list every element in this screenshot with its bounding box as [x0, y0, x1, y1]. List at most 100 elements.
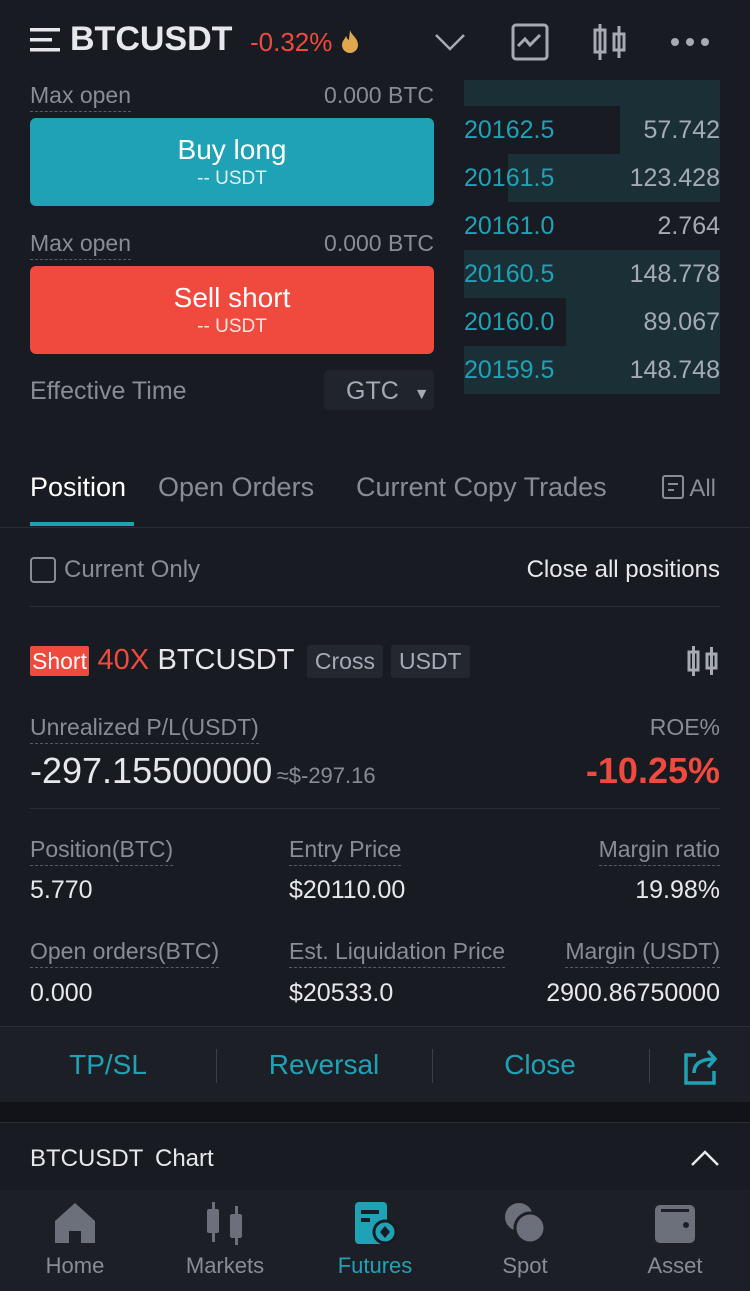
position-symbol: BTCUSDT [157, 644, 295, 676]
order-book-row[interactable]: 20161.5 123.428 [464, 154, 720, 202]
close-button[interactable]: Close [504, 1049, 576, 1080]
order-qty: 148.748 [629, 356, 720, 384]
margin-asset-badge: USDT [390, 645, 470, 678]
list-icon [662, 475, 684, 499]
sell-short-button[interactable]: Sell short -- USDT [30, 266, 434, 354]
futures-icon [355, 1202, 397, 1245]
max-open-value-sell: 0.000 BTC [324, 230, 434, 256]
sell-short-amount: -- USDT [197, 316, 267, 337]
field-label: Margin (USDT) [565, 938, 720, 968]
field-value: 0.000 [30, 979, 93, 1007]
chart-icon[interactable] [510, 22, 550, 62]
header: BTCUSDT -0.32% [0, 0, 750, 80]
depth-bar [507, 154, 720, 202]
field-label: Est. Liquidation Price [289, 938, 506, 968]
share-icon[interactable] [682, 1047, 718, 1085]
home-icon [55, 1203, 95, 1243]
tab-open-orders[interactable]: Open Orders [158, 472, 315, 502]
nav-markets[interactable]: Markets [150, 1195, 300, 1279]
nav-label: Futures [337, 1253, 413, 1278]
candlestick-icon [207, 1202, 242, 1245]
symbol-title[interactable]: BTCUSDT [70, 20, 233, 58]
buy-long-label: Buy long [177, 134, 287, 165]
depth-bar [566, 298, 720, 346]
leverage: 40X [97, 644, 150, 676]
order-price: 20161.0 [464, 212, 555, 240]
divider [30, 606, 720, 607]
close-all-positions-button[interactable]: Close all positions [526, 556, 720, 583]
sell-short-label: Sell short [173, 282, 291, 313]
order-price: 20159.5 [464, 356, 555, 384]
order-book-row[interactable]: 20160.5 148.778 [464, 250, 720, 298]
field-label: Margin ratio [598, 836, 720, 866]
order-qty: 2.764 [657, 212, 720, 240]
nav-label: Spot [502, 1253, 548, 1278]
effective-time-select[interactable]: GTC ▼ [324, 370, 434, 410]
depth-bar [464, 346, 720, 394]
divider [216, 1049, 217, 1083]
chart-bar[interactable]: BTCUSDT Chart [0, 1122, 750, 1190]
order-book-clipped-row [464, 80, 720, 106]
candlestick-icon[interactable] [592, 22, 628, 62]
divider [30, 808, 720, 809]
roe-label: ROE% [649, 714, 720, 740]
buy-long-button[interactable]: Buy long -- USDT [30, 118, 434, 206]
max-open-label-buy: Max open [30, 82, 132, 112]
chevron-up-icon[interactable] [690, 1149, 720, 1167]
side-badge: Short [30, 646, 89, 676]
nav-spot[interactable]: Spot [450, 1195, 600, 1279]
effective-time-value: GTC [346, 377, 399, 405]
field-label: Entry Price [289, 836, 402, 866]
nav-label: Markets [185, 1253, 265, 1278]
upl-approx: ≈$-297.16 [276, 763, 376, 788]
upl-value: -297.15500000 ≈$-297.16 [30, 750, 376, 792]
order-price: 20161.5 [464, 164, 555, 192]
tab-active-indicator [30, 522, 134, 526]
field-value: 19.98% [635, 876, 720, 904]
more-icon[interactable] [670, 36, 710, 48]
menu-icon[interactable] [30, 28, 62, 52]
price-change: -0.32% [250, 27, 333, 57]
candlestick-icon[interactable] [686, 644, 720, 678]
wallet-icon [655, 1205, 695, 1243]
nav-home[interactable]: Home [0, 1195, 150, 1279]
upl-label: Unrealized P/L(USDT) [30, 714, 259, 744]
checkbox-icon [30, 557, 56, 583]
order-book-row[interactable]: 20162.5 57.742 [464, 106, 720, 154]
all-button[interactable]: All [662, 475, 716, 503]
field-value: $20110.00 [289, 876, 406, 904]
order-qty: 123.428 [629, 164, 720, 192]
divider [0, 527, 750, 528]
roe-value: -10.25% [585, 750, 720, 791]
nav-futures[interactable]: Futures [300, 1195, 450, 1279]
nav-label: Asset [647, 1253, 703, 1278]
chevron-down-icon[interactable] [434, 32, 466, 52]
current-only-label: Current Only [64, 556, 201, 583]
max-open-label-sell: Max open [30, 230, 132, 260]
order-qty: 89.067 [643, 308, 720, 336]
order-book-row[interactable]: 20161.0 2.764 [464, 202, 720, 250]
nav-asset[interactable]: Asset [600, 1195, 750, 1279]
order-qty: 148.778 [629, 260, 720, 288]
section-gap [0, 1102, 750, 1122]
tp-sl-button[interactable]: TP/SL [69, 1049, 147, 1080]
field-value: 5.770 [30, 876, 93, 904]
order-book-row[interactable]: 20159.5 148.748 [464, 346, 720, 394]
order-price: 20162.5 [464, 116, 555, 144]
tab-position[interactable]: Position [30, 472, 127, 502]
tab-copy-trades[interactable]: Current Copy Trades [356, 472, 607, 502]
order-book-row[interactable]: 20160.0 89.067 [464, 298, 720, 346]
chart-label: Chart [155, 1145, 214, 1172]
upl-amount: -297.15500000 [30, 750, 273, 791]
depth-bar [620, 106, 720, 154]
field-label: Position(BTC) [30, 836, 174, 866]
actions-bar: TP/SL Reversal Close [0, 1026, 750, 1102]
reversal-button[interactable]: Reversal [268, 1049, 380, 1080]
caret-down-icon: ▼ [413, 386, 430, 403]
depth-bar [464, 250, 720, 298]
nav-label: Home [45, 1253, 105, 1278]
current-only-checkbox[interactable]: Current Only [30, 556, 200, 584]
chart-symbol: BTCUSDT [30, 1145, 144, 1172]
field-label: Open orders(BTC) [30, 938, 220, 968]
divider [432, 1049, 433, 1083]
